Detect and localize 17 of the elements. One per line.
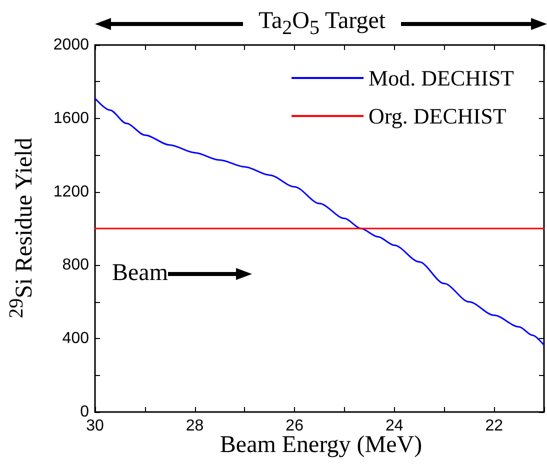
y-tick-label: 0 xyxy=(80,404,90,420)
x-tick-label: 26 xyxy=(286,418,304,434)
x-axis-title: Beam Energy (MeV) xyxy=(220,432,422,458)
y-tick-label: 1600 xyxy=(53,110,90,127)
legend-label: Mod. DECHIST xyxy=(368,66,515,90)
x-tick-label: 24 xyxy=(385,418,404,434)
y-tick-label: 2000 xyxy=(53,36,90,54)
x-tick-label: 22 xyxy=(485,418,504,434)
y-tick-label: 1200 xyxy=(53,183,90,200)
legend-label: Org. DECHIST xyxy=(368,104,507,128)
annotation: Beam xyxy=(112,260,168,287)
chart-title: Ta$_{2}$O$_{5}$ Target xyxy=(258,8,386,40)
x-tick-label: 30 xyxy=(86,418,104,434)
line-series xyxy=(94,98,545,346)
x-tick-label: 28 xyxy=(186,418,204,434)
y-tick-label: 800 xyxy=(62,256,90,274)
y-tick-label: 400 xyxy=(62,330,90,348)
